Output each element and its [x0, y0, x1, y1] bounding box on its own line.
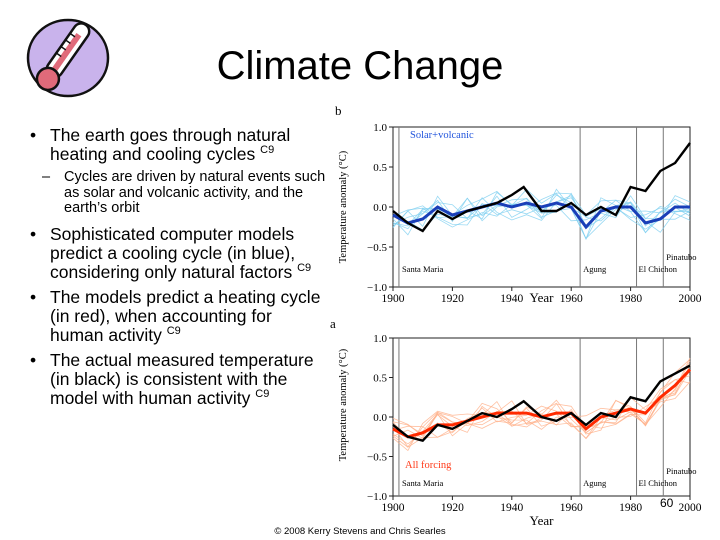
y-tick-label: −0.5: [367, 452, 387, 464]
ensemble-run-line: [392, 375, 691, 437]
x-tick-label: 2000: [679, 293, 702, 305]
observed-line: [392, 142, 691, 233]
y-axis-label: Temperature anomaly (°C): [338, 348, 349, 461]
citation: C9: [166, 324, 181, 337]
bullet-dot: •: [30, 223, 37, 244]
x-tick-label: 1980: [619, 502, 642, 514]
bullet-text: The actual measured temperature (in blac…: [50, 349, 314, 408]
ensemble-run-line: [392, 365, 691, 439]
panel-label: a: [330, 316, 336, 331]
ensemble-run-line: [392, 360, 691, 448]
x-tick-label: 1960: [560, 502, 583, 514]
x-tick-label: 1940: [500, 293, 523, 305]
page-number: 60: [660, 496, 674, 510]
ensemble-run-line: [392, 379, 691, 452]
x-tick-label: 1940: [500, 502, 523, 514]
x-axis-label: Year: [530, 513, 555, 528]
event-label: Santa Maria: [402, 478, 444, 488]
y-axis-label: Temperature anomaly (°C): [338, 150, 349, 263]
event-label: Santa Maria: [402, 264, 444, 274]
bullet-dot: •: [30, 349, 37, 370]
y-tick-label: 1.0: [373, 333, 387, 345]
event-label: Pinatubo: [666, 466, 696, 476]
y-tick-label: 0.0: [373, 412, 387, 424]
model-mean-line: [392, 201, 690, 230]
sub-bullet-item: – Cycles are driven by natural events su…: [30, 169, 330, 217]
citation: C9: [260, 144, 275, 157]
event-label: Agung: [583, 264, 607, 274]
y-tick-label: 1.0: [373, 122, 387, 134]
event-label: Pinatubo: [666, 252, 696, 262]
observed-line: [392, 364, 691, 443]
citation: C9: [297, 261, 312, 274]
event-label: Agung: [583, 478, 607, 488]
y-tick-label: −0.5: [367, 242, 387, 254]
series-legend: All forcing: [405, 460, 452, 471]
y-tick-label: −1.0: [367, 491, 387, 503]
x-tick-label: 1900: [382, 502, 405, 514]
x-tick-label: 1980: [619, 293, 642, 305]
bullet-text: The earth goes through natural heating a…: [50, 125, 291, 164]
ensemble-run-line: [392, 369, 691, 435]
bullet-item: • The models predict a heating cycle (in…: [30, 286, 330, 345]
slide-title: Climate Change: [216, 44, 504, 88]
ensemble-run-line: [392, 197, 691, 230]
citation: C9: [255, 387, 270, 400]
sub-bullet-text: Cycles are driven by natural events such…: [64, 169, 326, 216]
event-label: El Chichon: [639, 478, 678, 488]
bullet-item: • Sophisticated computer models predict …: [30, 223, 330, 282]
bullet-dot: •: [30, 286, 37, 307]
x-axis-label: Year: [530, 290, 555, 305]
x-tick-label: 1900: [382, 293, 405, 305]
bullet-item: • The actual measured temperature (in bl…: [30, 349, 330, 408]
bullet-text: The models predict a heating cycle (in r…: [50, 286, 321, 345]
y-tick-label: −1.0: [367, 282, 387, 294]
y-tick-label: 0.5: [373, 162, 387, 174]
event-label: El Chichon: [639, 264, 678, 274]
x-tick-label: 1920: [441, 293, 464, 305]
bullet-text: Sophisticated computer models predict a …: [50, 223, 296, 282]
x-tick-label: 1920: [441, 502, 464, 514]
y-tick-label: 0.0: [373, 202, 387, 214]
bullet-item: • The earth goes through natural heating…: [30, 126, 330, 164]
bullet-dot: •: [30, 125, 37, 145]
copyright-footer: © 2008 Kerry Stevens and Chris Searles: [274, 526, 446, 537]
panel-label: b: [335, 103, 342, 118]
ensemble-run-line: [392, 195, 691, 240]
x-tick-label: 1960: [560, 293, 583, 305]
x-tick-label: 2000: [679, 502, 702, 514]
bullet-list: • The earth goes through natural heating…: [30, 126, 330, 414]
bullet-dash: –: [42, 169, 51, 185]
y-tick-label: 0.5: [373, 373, 387, 385]
thermometer-icon: [26, 18, 110, 98]
series-legend: Solar+volcanic: [410, 130, 474, 141]
